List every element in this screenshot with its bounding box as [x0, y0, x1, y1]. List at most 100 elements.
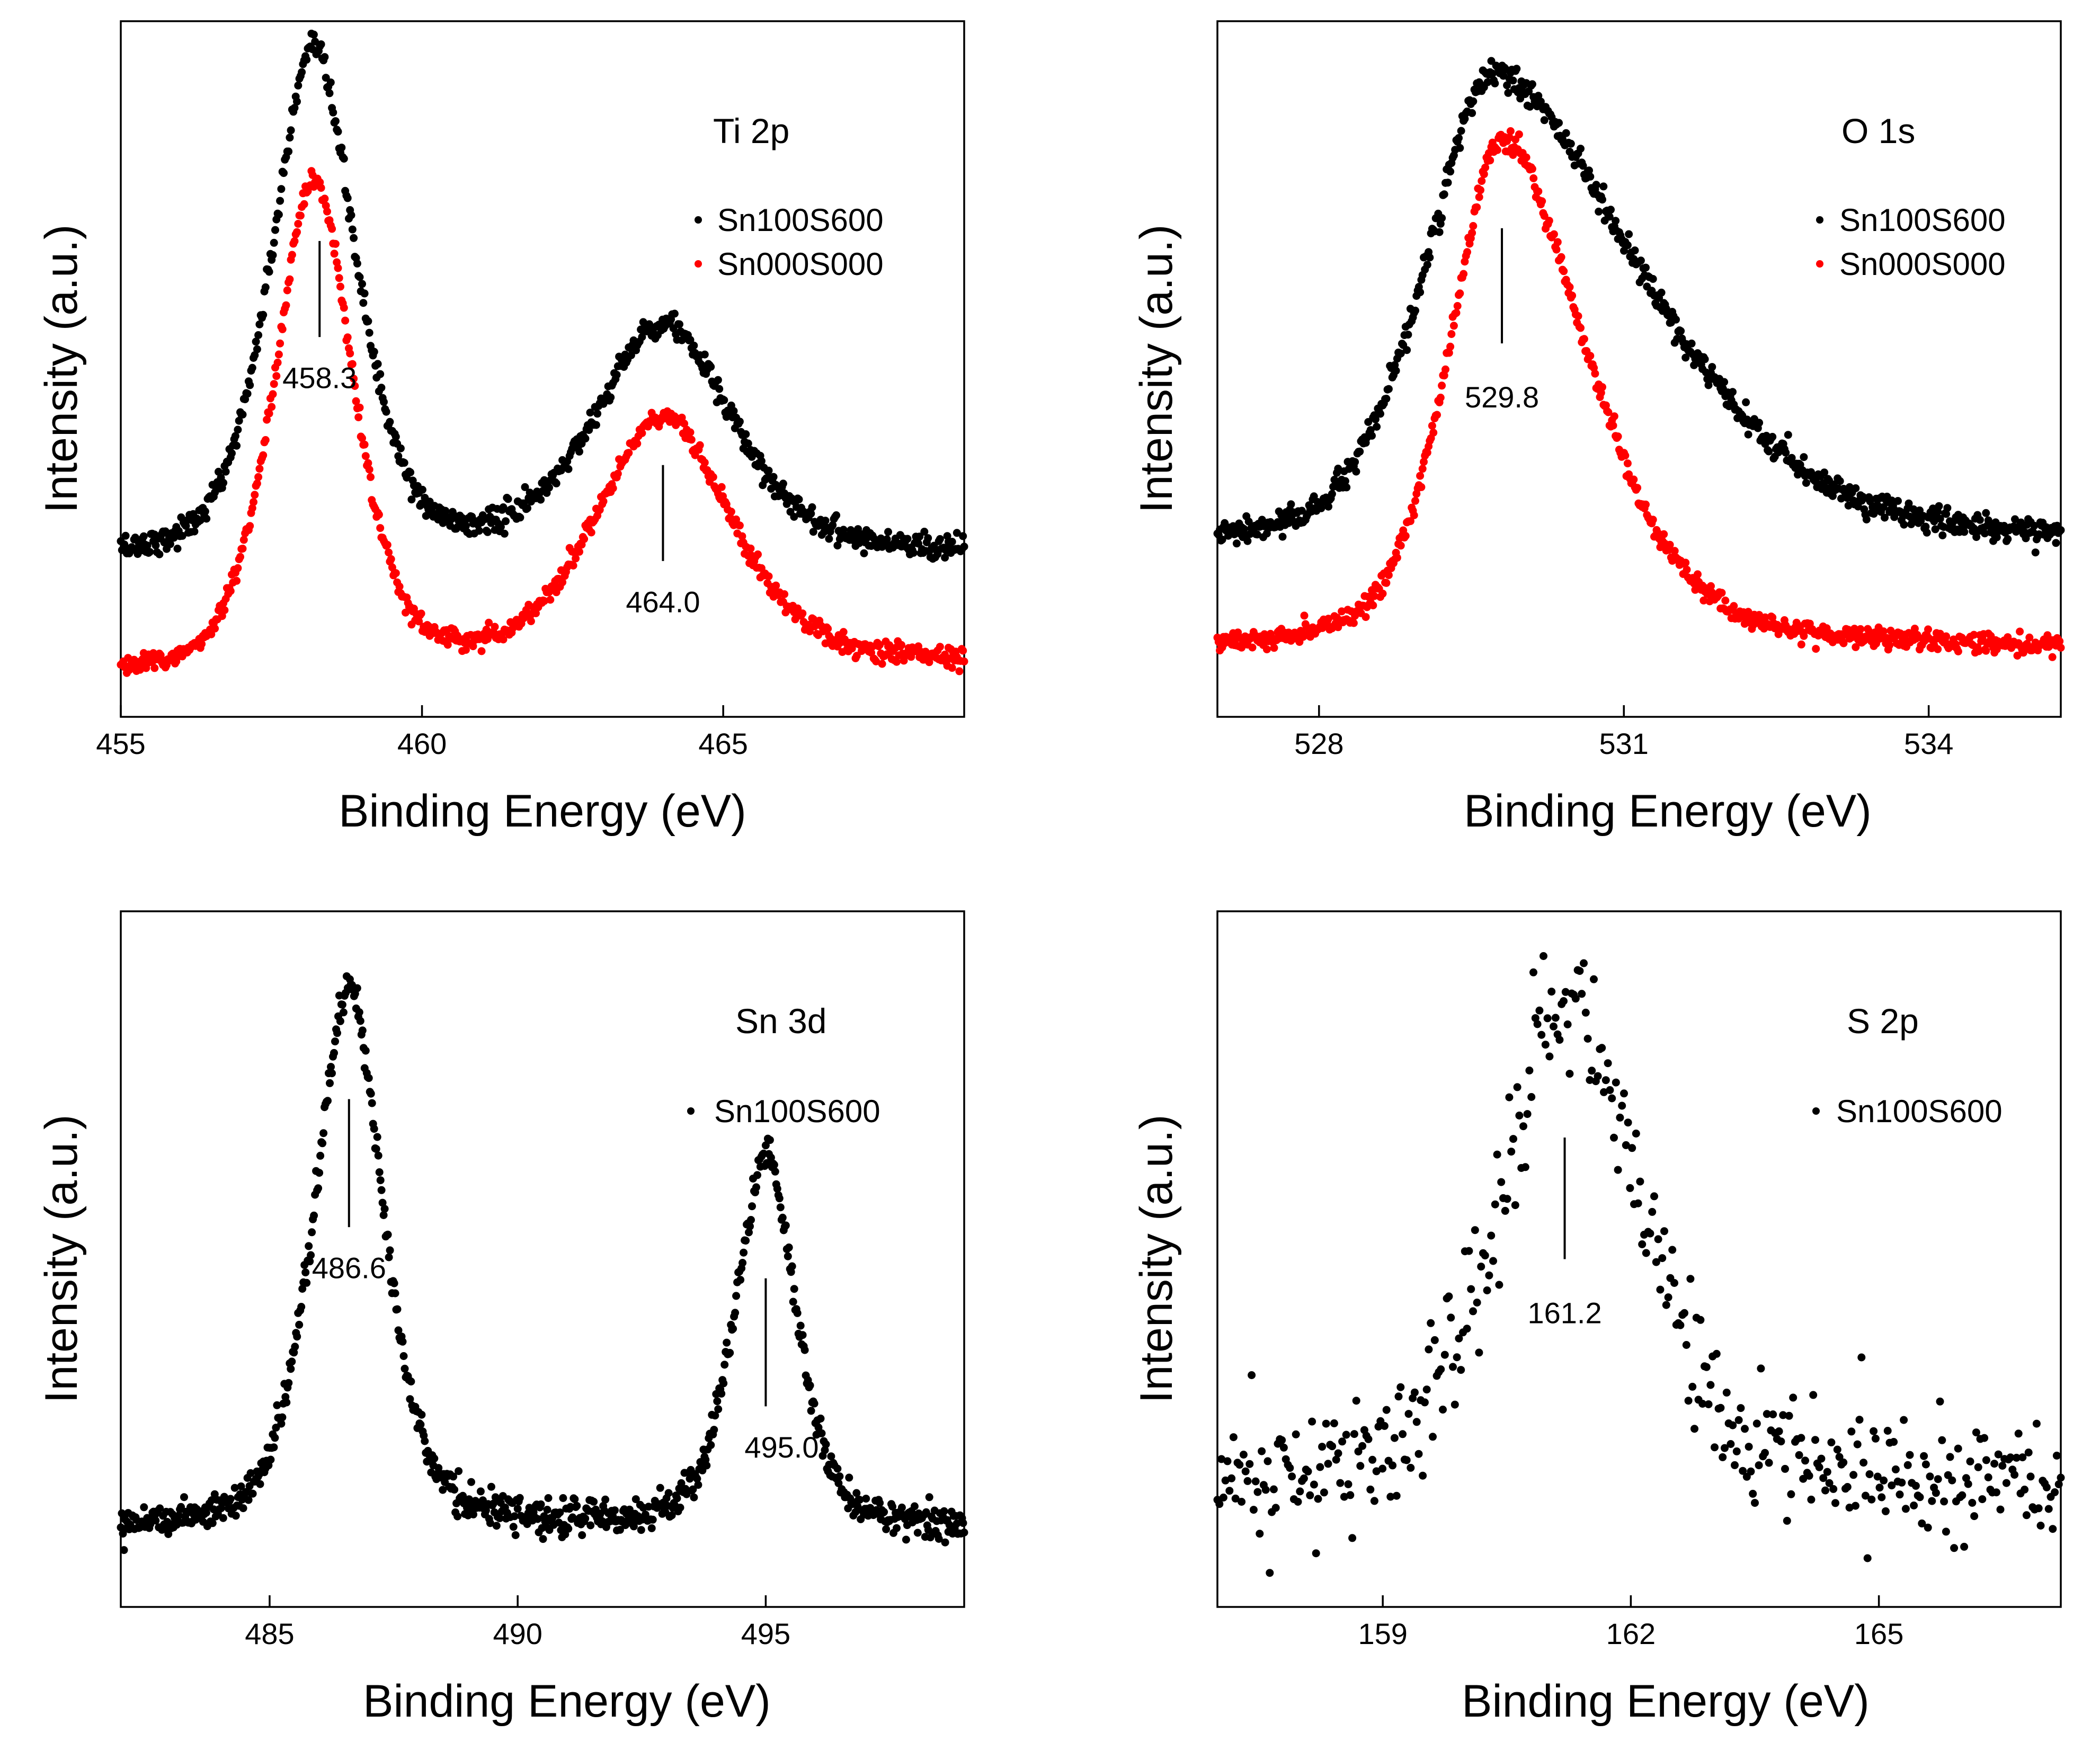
data-point [337, 144, 346, 152]
data-point [795, 495, 803, 504]
data-point [959, 646, 967, 655]
data-point [1716, 1403, 1725, 1412]
data-point [302, 1278, 311, 1287]
data-point [2004, 535, 2012, 543]
data-point [1856, 625, 1865, 633]
data-point [1296, 1487, 1304, 1496]
data-point [1607, 206, 1615, 214]
data-point [832, 511, 841, 519]
data-point [1742, 398, 1750, 406]
data-point [1414, 1450, 1423, 1458]
data-point [1610, 1133, 1618, 1142]
data-point [284, 147, 293, 156]
data-point [1628, 1144, 1636, 1152]
data-point [1436, 394, 1445, 402]
data-point [1801, 1456, 1809, 1465]
data-point [504, 495, 512, 503]
data-point [726, 1348, 734, 1357]
data-point [1348, 1534, 1357, 1542]
data-point [1623, 241, 1632, 250]
data-point [1529, 968, 1537, 976]
data-point [1586, 172, 1595, 181]
data-point [1609, 421, 1617, 430]
x-ticks: 528 531 534 [1294, 705, 1953, 760]
data-point [1435, 228, 1444, 236]
data-point [1493, 1150, 1501, 1159]
data-point [788, 1262, 796, 1271]
data-point [770, 1160, 778, 1169]
data-point [882, 1525, 891, 1533]
data-point [1833, 1445, 1841, 1454]
data-point [1578, 990, 1586, 998]
legend-marker-sn000s000 [1816, 260, 1823, 268]
data-point [1342, 1431, 1350, 1439]
data-point [936, 535, 944, 543]
data-point [2054, 1480, 2063, 1488]
data-point [1410, 511, 1418, 519]
data-point [1843, 1483, 1852, 1491]
data-point [376, 524, 385, 532]
data-point [1614, 1166, 1622, 1174]
data-point [1465, 1247, 1473, 1255]
data-point [637, 1526, 645, 1534]
data-point [1670, 1279, 1678, 1287]
data-point [296, 211, 305, 220]
data-point [1779, 1411, 1787, 1419]
data-point [1262, 645, 1271, 654]
data-point [1683, 565, 1691, 574]
data-point [475, 527, 483, 535]
data-point [370, 1125, 378, 1133]
data-point [959, 1519, 967, 1527]
data-point [1256, 1530, 1264, 1538]
data-point [775, 1194, 784, 1203]
data-point [1787, 454, 1796, 462]
data-point [1463, 1325, 1471, 1333]
data-point [377, 384, 386, 392]
data-point [1384, 571, 1393, 579]
data-point [1903, 1461, 1912, 1469]
data-point [1322, 1419, 1330, 1428]
data-point [810, 1399, 818, 1408]
data-point [1249, 1506, 1258, 1514]
data-point [572, 554, 580, 563]
data-point [1540, 212, 1549, 220]
data-point [1836, 477, 1844, 485]
data-point [781, 1221, 790, 1230]
data-point [375, 1168, 384, 1176]
data-point [1412, 1418, 1421, 1426]
series-layer [1213, 57, 2065, 661]
data-point [294, 220, 302, 228]
data-point [496, 522, 505, 531]
data-point [1372, 1467, 1381, 1476]
data-point [1218, 535, 1226, 544]
data-point [291, 1343, 299, 1351]
data-point [261, 436, 270, 444]
data-point [747, 1216, 755, 1224]
data-point [282, 301, 290, 309]
data-point [1920, 1452, 1928, 1460]
data-point [196, 516, 204, 525]
data-point [586, 408, 594, 417]
data-point [360, 440, 369, 449]
data-point [848, 644, 856, 653]
data-point [274, 350, 283, 359]
data-point [1475, 193, 1483, 201]
data-point [1382, 579, 1391, 587]
data-point [1279, 1443, 1288, 1452]
data-point [1621, 451, 1630, 460]
data-point [648, 1515, 657, 1524]
data-point [1612, 217, 1620, 225]
data-point [1225, 1487, 1234, 1495]
data-point [656, 1483, 664, 1492]
data-point [1528, 80, 1536, 88]
data-point [527, 617, 535, 625]
data-point [1495, 1281, 1503, 1289]
data-point [1529, 174, 1538, 182]
data-point [1687, 339, 1696, 348]
data-point [1721, 1444, 1729, 1452]
data-point [1240, 525, 1248, 533]
data-point [513, 1505, 522, 1513]
data-point [1662, 1301, 1670, 1309]
data-point [1396, 541, 1405, 550]
data-point [707, 362, 715, 371]
